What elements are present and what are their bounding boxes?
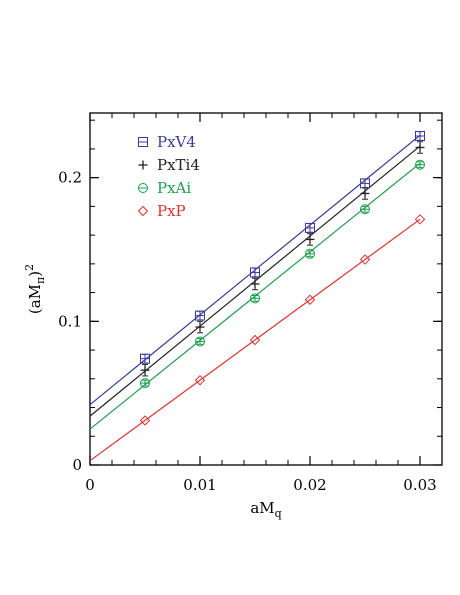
x-tick-label: 0.03: [403, 476, 436, 494]
legend-marker: [138, 183, 148, 193]
point-pxti4: [305, 234, 315, 244]
legend-label: PxV4: [157, 133, 196, 151]
point-pxai: [415, 159, 425, 170]
x-axis-title-main: aM: [250, 499, 274, 517]
ticks-layer: 0 0.01 0.02 0.03 0 0.1 0.2: [58, 113, 443, 494]
legend-marker: [138, 137, 148, 147]
point-pxai: [140, 378, 150, 389]
marker-diamond: [139, 415, 151, 426]
marker-diamond: [359, 254, 371, 265]
point-pxp: [304, 294, 316, 305]
point-pxti4: [415, 142, 425, 152]
legend-label: PxAi: [157, 179, 191, 197]
marker-diamond: [249, 334, 261, 346]
marker-diamond: [414, 214, 426, 225]
point-pxai: [250, 293, 260, 304]
point-pxp: [139, 415, 151, 426]
y-axis-title-superscript: 2: [23, 264, 36, 271]
point-pxti4: [140, 365, 150, 375]
marker-diamond: [137, 205, 149, 217]
legend-marker: [138, 160, 148, 170]
point-pxp: [249, 334, 261, 346]
point-pxai: [360, 204, 370, 215]
point-pxv4: [415, 130, 425, 141]
point-pxv4: [305, 222, 315, 233]
legend: PxV4 PxTi4 PxAi PxP: [137, 133, 200, 220]
point-pxp: [414, 214, 426, 225]
legend-label: PxTi4: [157, 156, 200, 174]
legend-label: PxP: [157, 202, 186, 220]
y-axis-title-close: ): [26, 271, 44, 277]
point-pxp: [359, 254, 371, 265]
data-points: [139, 130, 426, 426]
y-tick-label: 0.2: [58, 169, 82, 187]
legend-marker: [137, 205, 149, 217]
x-axis-title: aMq: [250, 499, 281, 520]
y-tick-label: 0: [72, 456, 82, 474]
y-axis-title: (aMπ)2: [23, 264, 47, 314]
x-tick-label: 0: [85, 476, 95, 494]
point-pxai: [305, 248, 315, 259]
point-pxp: [194, 375, 206, 386]
y-axis-title-subscript: π: [34, 277, 47, 284]
x-tick-label: 0.02: [293, 476, 326, 494]
x-axis-title-subscript: q: [275, 507, 282, 520]
y-axis-title-main: (aM: [26, 284, 44, 314]
point-pxv4: [195, 310, 205, 321]
point-pxti4: [360, 188, 370, 198]
point-pxti4: [195, 322, 205, 332]
marker-diamond: [194, 375, 206, 386]
point-pxv4: [250, 267, 260, 278]
fit-line-pxp: [89, 218, 421, 462]
point-pxti4: [250, 279, 260, 289]
point-pxv4: [140, 353, 150, 364]
x-tick-label: 0.01: [183, 476, 216, 494]
y-tick-label: 0.1: [58, 312, 82, 330]
point-pxai: [195, 336, 205, 347]
marker-diamond: [304, 294, 316, 305]
